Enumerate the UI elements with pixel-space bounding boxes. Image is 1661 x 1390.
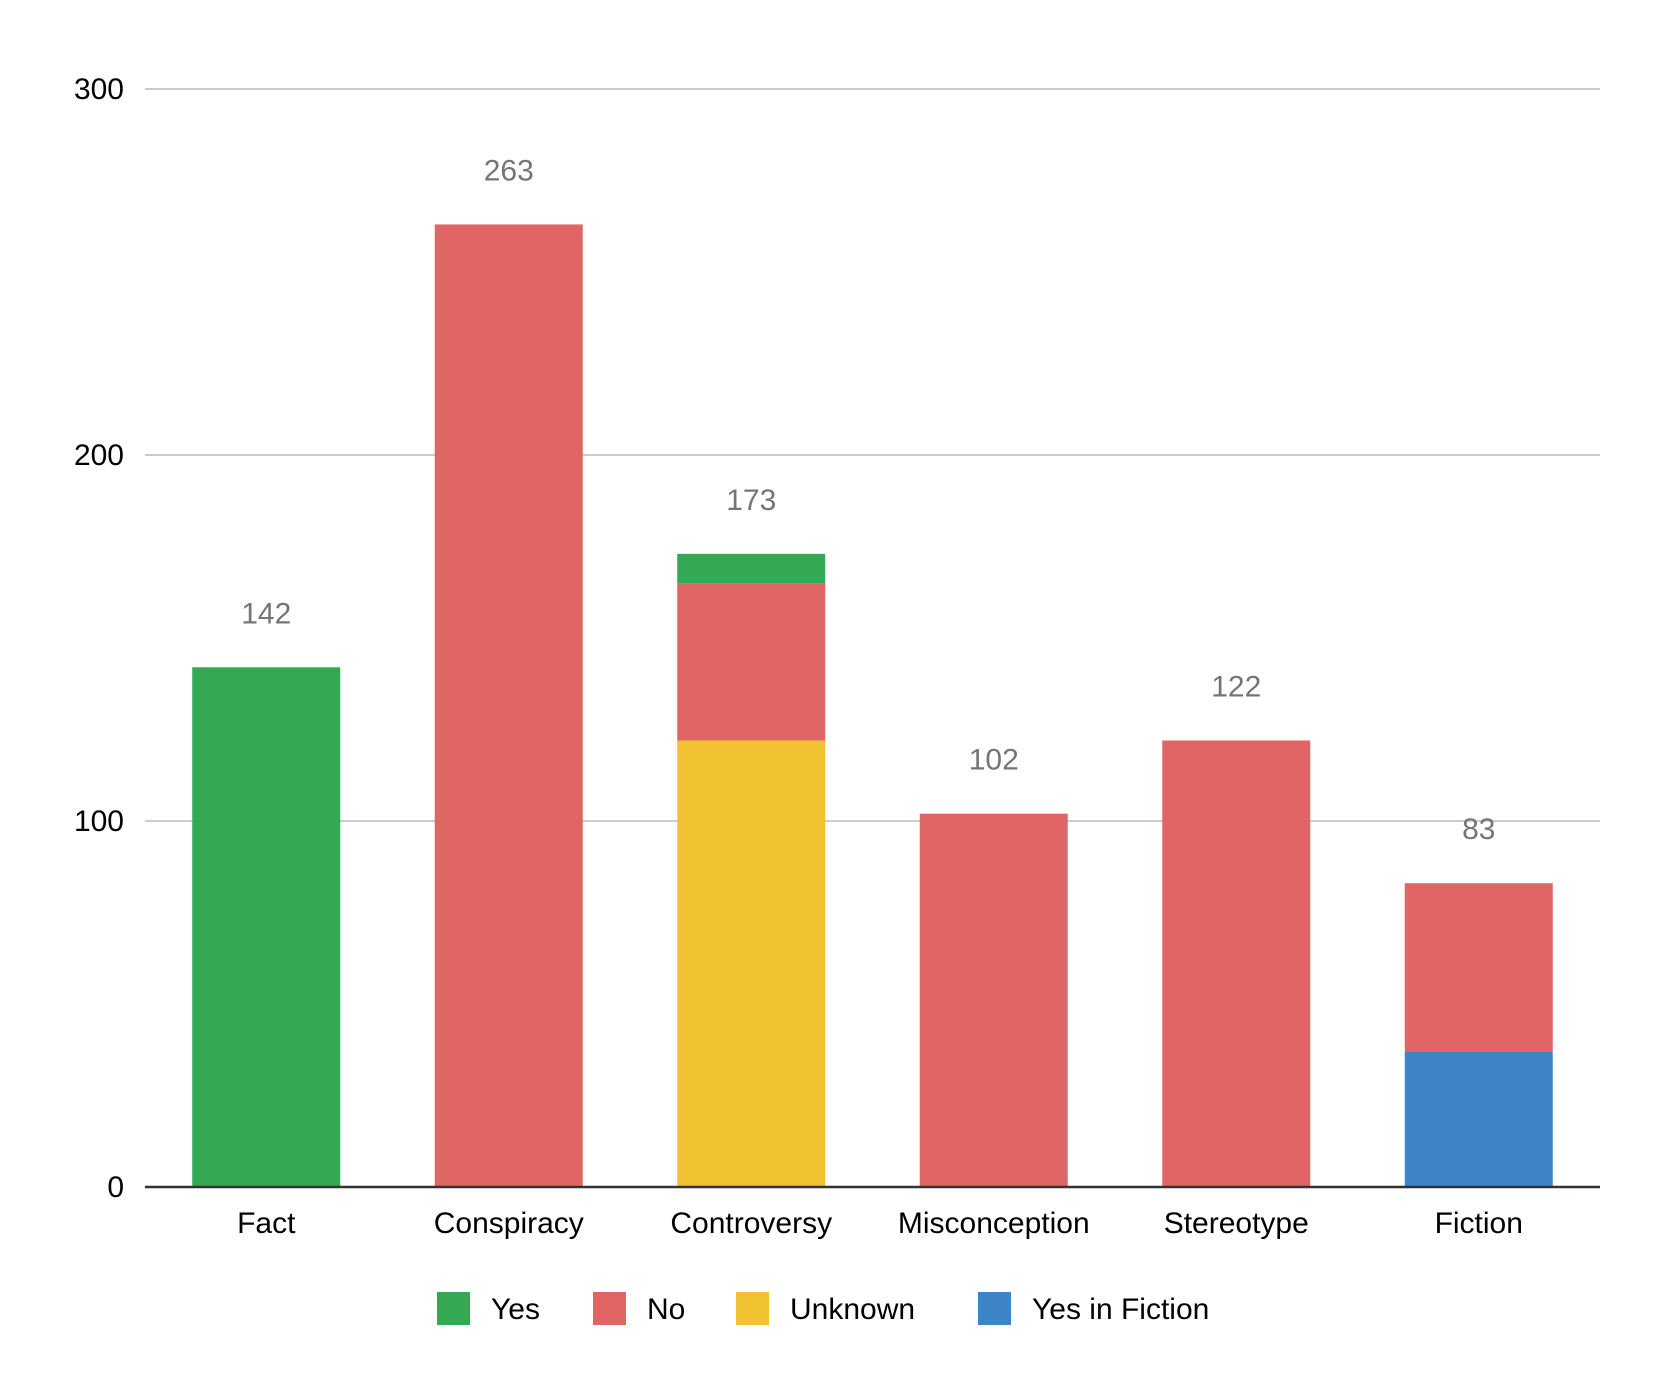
bar-fiction-yes-in-fiction (1404, 1051, 1553, 1187)
legend-swatch (736, 1292, 769, 1325)
legend-swatch (978, 1292, 1011, 1325)
x-category-label: Fact (237, 1207, 296, 1240)
total-label: 102 (969, 744, 1019, 777)
total-label: 263 (484, 154, 534, 187)
legend-label: Yes in Fiction (1032, 1293, 1209, 1326)
x-category-label: Conspiracy (434, 1207, 584, 1240)
y-tick-label: 100 (74, 805, 124, 838)
bar-misconception-no (919, 813, 1068, 1187)
legend-label: Unknown (790, 1293, 915, 1326)
y-tick-label: 200 (74, 439, 124, 472)
bar-conspiracy-no (434, 224, 583, 1188)
legend-swatch (593, 1292, 626, 1325)
total-label: 83 (1462, 813, 1495, 846)
legend: Yes No Unknown Yes in Fiction (437, 1292, 1209, 1326)
total-label: 173 (726, 484, 776, 517)
y-tick-label: 0 (107, 1171, 124, 1204)
legend-item-no: No (593, 1292, 685, 1326)
y-axis-ticks: 0 100 200 300 (74, 73, 124, 1204)
x-category-label: Stereotype (1164, 1207, 1309, 1240)
y-tick-label: 300 (74, 73, 124, 106)
bar-stereotype-no (1162, 740, 1311, 1187)
legend-label: Yes (491, 1293, 540, 1326)
x-axis-category-labels: Fact Conspiracy Controversy Misconception St… (237, 1207, 1523, 1240)
x-category-label: Misconception (898, 1207, 1090, 1240)
total-label: 142 (241, 597, 291, 630)
legend-item-unknown: Unknown (736, 1292, 915, 1326)
legend-item-yes-in-fiction: Yes in Fiction (978, 1292, 1209, 1326)
x-category-label: Controversy (670, 1207, 832, 1240)
bar-controversy-unknown (677, 740, 826, 1187)
gridlines (145, 88, 1600, 822)
bar-controversy-no (677, 583, 826, 741)
x-category-label: Fiction (1435, 1207, 1523, 1240)
legend-label: No (647, 1293, 685, 1326)
bar-fiction-no (1404, 883, 1553, 1052)
total-labels: 142 263 173 102 122 83 (241, 154, 1495, 846)
legend-swatch (437, 1292, 470, 1325)
legend-item-yes: Yes (437, 1292, 540, 1326)
bar-fact-yes (192, 667, 341, 1187)
bars (192, 224, 1553, 1188)
total-label: 122 (1211, 670, 1261, 703)
bar-controversy-yes (677, 553, 826, 584)
